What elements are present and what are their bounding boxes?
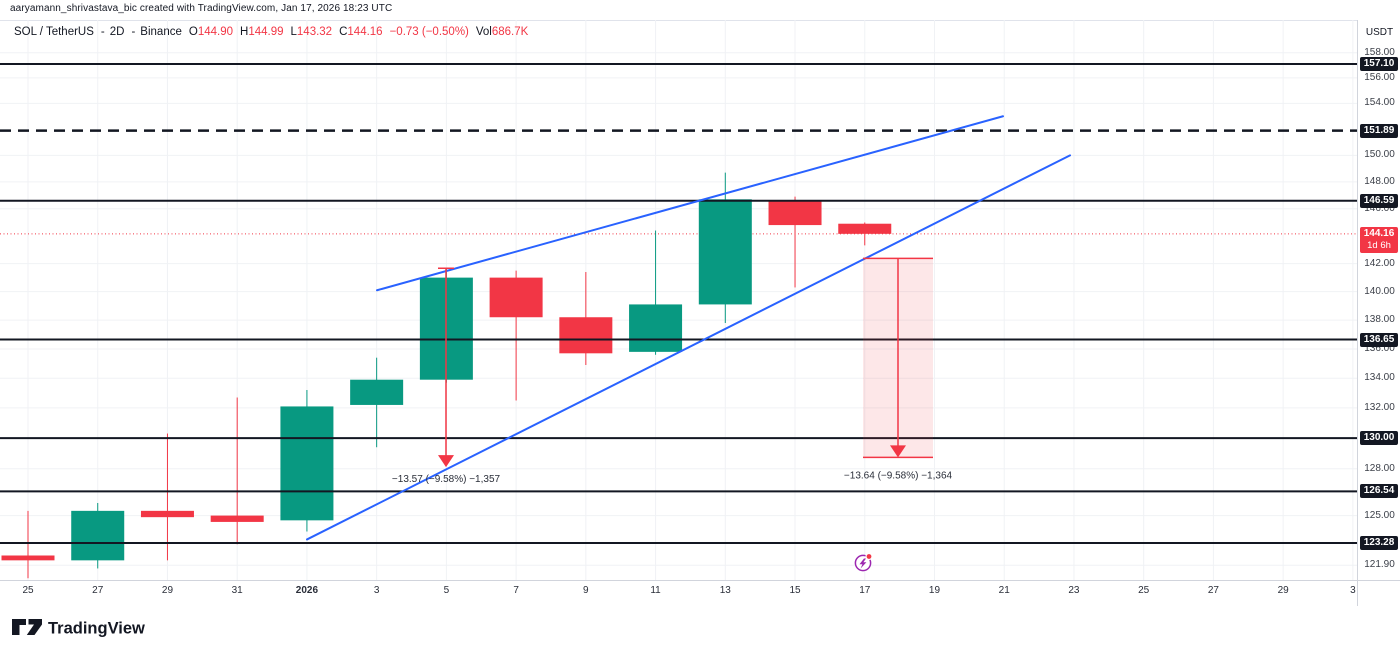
axis-currency-label[interactable]: USDT (1365, 27, 1394, 38)
volume-readout: Vol686.7K (475, 26, 529, 38)
time-axis[interactable]: 25 27 29 31 2026 3 5 7 9 11 13 15 17 19 21 23 25 27 29 3 (0, 581, 1357, 606)
lightning-glyph (859, 558, 867, 569)
candle-body[interactable] (350, 379, 404, 405)
current-price-badge: 144.16 1d 6h (1360, 226, 1398, 253)
price-tick-label: 154.00 (1364, 97, 1395, 109)
time-tick-label: 11 (650, 585, 661, 596)
price-tick-label: 132.00 (1364, 401, 1395, 413)
symbol-legend: SOL / TetherUS - 2D - Binance O144.90 H1… (14, 26, 530, 38)
legend-separator: - (100, 26, 105, 38)
time-tick-label: 27 (92, 585, 104, 596)
price-tick-label: 142.00 (1364, 257, 1395, 269)
price-tick-label: 150.00 (1364, 149, 1395, 161)
bar-countdown: 1d 6h (1367, 239, 1391, 251)
price-tick-label: 121.90 (1364, 559, 1395, 571)
tradingview-logo-text: TradingView (48, 620, 145, 638)
candle-body[interactable] (559, 317, 613, 354)
candle-body[interactable] (768, 200, 822, 226)
price-tick-label: 134.00 (1364, 372, 1395, 384)
time-tick-label: 15 (789, 585, 801, 596)
time-tick-label: 25 (22, 585, 34, 596)
candle-body[interactable] (838, 223, 892, 234)
notification-dot (865, 552, 873, 561)
price-tick-label: 148.00 (1364, 175, 1395, 187)
pane-divider (0, 580, 1400, 581)
price-range-2-label: −13.64 (−9.58%) −1,364 (844, 470, 953, 481)
attribution-text: aaryamann_shrivastava_bic created with T… (10, 3, 393, 14)
price-level-badge: 126.54 (1360, 484, 1398, 499)
tradingview-logo[interactable]: TradingView (10, 612, 220, 642)
price-tick-label: 125.00 (1364, 509, 1395, 521)
price-level-badge: 157.10 (1360, 57, 1398, 71)
price-axis[interactable]: USDT 158.00 156.00 154.00 150.00 148.00 146.0… (1357, 20, 1400, 606)
ohlc-high: H144.99 (240, 26, 284, 38)
price-tick-label: 138.00 (1364, 314, 1395, 326)
candle-body[interactable] (71, 510, 125, 561)
time-tick-label: 19 (928, 585, 941, 596)
price-tick-label: 128.00 (1364, 462, 1395, 474)
price-tick-label: 146.00 (1364, 202, 1395, 214)
price-tick-label: 140.00 (1364, 285, 1395, 297)
price-level-badge: 123.28 (1360, 535, 1398, 550)
time-tick-label: 25 (1138, 585, 1150, 596)
time-tick-label: 23 (1068, 585, 1080, 596)
time-tick-label: 17 (859, 585, 871, 596)
trendline-2[interactable] (306, 154, 1071, 541)
time-tick-label: 27 (1207, 585, 1219, 596)
change-value: −0.73 (−0.50%) (389, 26, 469, 38)
candle-body[interactable] (210, 515, 264, 522)
candle-body[interactable] (280, 406, 334, 521)
interval-value[interactable]: 2D (109, 26, 125, 38)
price-level-badge: 130.00 (1360, 431, 1398, 446)
time-tick-label: 7 (513, 585, 519, 596)
time-tick-label: 29 (161, 585, 174, 596)
price-level-badge: 151.89 (1360, 123, 1398, 138)
chart-canvas[interactable]: −13.57 (−9.58%) −1,357 −13.64 (−9.58%) −1… (0, 0, 1357, 580)
candle-body[interactable] (1, 555, 55, 561)
price-range-1-arrow-head (438, 455, 454, 468)
header-divider (0, 20, 1400, 21)
candle-body[interactable] (489, 277, 543, 318)
time-tick-label: 29 (1277, 585, 1289, 596)
time-tick-label: 31 (231, 585, 243, 596)
candle-body[interactable] (140, 510, 194, 518)
events-lightning-icon[interactable] (848, 548, 878, 578)
time-tick-label: 21 (998, 585, 1010, 596)
time-tick-label: 3 (1350, 585, 1356, 596)
tradingview-logo-mark (12, 619, 42, 635)
price-range-1-label: −13.57 (−9.58%) −1,357 (392, 474, 501, 485)
exchange-name[interactable]: Binance (140, 26, 182, 38)
time-tick-label: 13 (719, 585, 731, 596)
price-range-2-arrow-head (890, 445, 906, 458)
trendline-1[interactable] (376, 115, 1004, 292)
price-tick-label: 156.00 (1364, 71, 1395, 83)
time-tick-label: 9 (583, 585, 589, 596)
candle-body[interactable] (698, 199, 752, 305)
price-tick-label: 158.00 (1364, 46, 1395, 58)
ohlc-open: O144.90 (188, 26, 233, 38)
candle-body[interactable] (629, 304, 683, 352)
price-level-badge: 146.59 (1360, 193, 1398, 208)
time-tick-label: 3 (373, 585, 380, 596)
price-tick-label: 136.00 (1364, 342, 1395, 354)
ohlc-low: L143.32 (290, 26, 333, 38)
symbol-name[interactable]: SOL / TetherUS (14, 26, 94, 38)
time-tick-label: 2026 (295, 585, 319, 596)
legend-separator: - (131, 26, 136, 38)
price-level-badge: 136.65 (1360, 332, 1398, 347)
ohlc-close: C144.16 (339, 26, 383, 38)
time-tick-label: 5 (443, 585, 450, 596)
